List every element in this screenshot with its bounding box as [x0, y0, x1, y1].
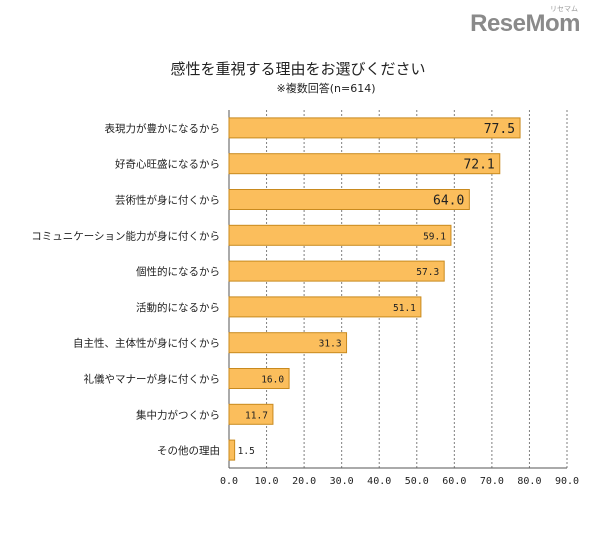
value-label: 57.3	[416, 267, 439, 278]
category-label: コミュニケーション能力が身に付くから	[31, 229, 220, 242]
bar	[228, 332, 348, 354]
value-label: 59.1	[423, 231, 446, 242]
bar	[228, 403, 274, 425]
value-label: 64.0	[433, 194, 464, 209]
category-label: 芸術性が身に付くから	[115, 194, 220, 207]
value-label: 1.5	[238, 446, 255, 457]
chart-subtitle: ※複数回答(n=614)	[276, 82, 376, 95]
value-label: 31.3	[319, 339, 342, 350]
x-tick-label: 80.0	[517, 476, 541, 487]
bar	[228, 368, 290, 389]
x-tick-label: 70.0	[480, 476, 504, 487]
bar	[228, 296, 422, 318]
category-label: 個性的になるから	[136, 265, 220, 278]
x-tick-label: 10.0	[255, 476, 279, 487]
bar	[228, 260, 445, 282]
value-label: 77.5	[484, 122, 515, 137]
x-tick-label: 0.0	[220, 476, 238, 487]
bar	[228, 153, 501, 175]
value-label: 72.1	[463, 158, 494, 173]
category-label: 集中力がつくから	[136, 408, 220, 421]
bar	[228, 224, 452, 246]
value-label: 51.1	[393, 303, 416, 314]
value-label: 11.7	[245, 410, 268, 421]
resemom-logo: ReseMom	[470, 10, 580, 37]
value-label: 16.0	[261, 375, 284, 386]
logo-ruby-text: リセマム	[550, 5, 578, 13]
category-label: 自主性、主体性が身に付くから	[73, 337, 220, 350]
category-label: 活動的になるから	[136, 301, 220, 314]
bar	[228, 439, 236, 461]
x-tick-label: 40.0	[367, 476, 391, 487]
x-tick-label: 20.0	[292, 476, 316, 487]
bar	[228, 117, 521, 139]
category-label: 礼儀やマナーが身に付くから	[84, 373, 221, 386]
category-label: その他の理由	[157, 444, 220, 457]
bar	[228, 189, 470, 210]
category-label: 好奇心旺盛になるから	[115, 158, 220, 171]
x-tick-label: 50.0	[405, 476, 429, 487]
chart-title: 感性を重視する理由をお選びください	[170, 60, 426, 78]
category-label: 表現力が豊かになるから	[105, 122, 221, 135]
x-tick-label: 60.0	[442, 476, 466, 487]
x-tick-label: 30.0	[330, 476, 354, 487]
x-tick-label: 90.0	[555, 476, 579, 487]
